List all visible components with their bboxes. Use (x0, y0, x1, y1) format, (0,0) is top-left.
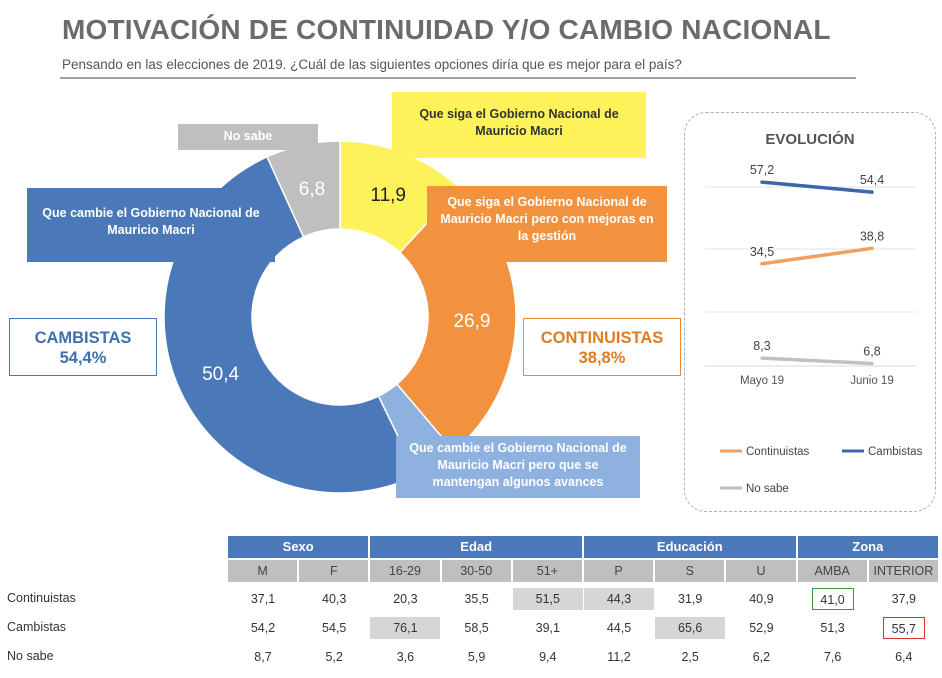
table-cell: 5,2 (325, 650, 343, 664)
table-cell: 37,9 (891, 592, 916, 606)
donut-value-label: 50,4 (202, 364, 239, 385)
table-column-header: S (655, 560, 725, 582)
table-column-header: U (726, 560, 796, 582)
table-cell: 40,3 (322, 592, 347, 606)
table-row-label: Cambistas (7, 620, 67, 634)
continuistas-value: 38,8% (578, 349, 626, 367)
table-cell: 8,7 (254, 650, 272, 664)
callout-cambie-avances: Que cambie el Gobierno Nacional de Mauri… (396, 436, 640, 498)
table-cell: 55,7 (882, 617, 925, 639)
callout-siga-mejoras: Que siga el Gobierno Nacional de Maurici… (427, 186, 667, 262)
table-group-header: Sexo (228, 536, 369, 558)
table-cell: 5,9 (467, 650, 486, 664)
table-cell: 76,1 (370, 617, 441, 639)
cambistas-label: CAMBISTAS (34, 329, 132, 347)
table-cell: 51,5 (512, 588, 583, 610)
table-cell: 54,5 (322, 621, 347, 635)
table-column-header: 51+ (512, 560, 582, 582)
table-column-header: F (299, 560, 369, 582)
table-column-header: P (584, 560, 654, 582)
donut-value-label: 11,9 (370, 185, 406, 206)
table-group-header: Educación (584, 536, 796, 558)
callout-siga: Que siga el Gobierno Nacional de Maurici… (392, 92, 646, 158)
table-cell: 39,1 (535, 621, 560, 635)
table-cell: 2,5 (681, 650, 699, 664)
donut-value-label: 26,9 (453, 311, 490, 332)
donut-value-label: 6,8 (299, 179, 325, 200)
table-cell: 37,1 (250, 592, 276, 606)
table-cell: 52,9 (749, 621, 774, 635)
table-cell: 3,6 (396, 650, 415, 664)
continuistas-total-box: CONTINUISTAS 38,8% (523, 318, 681, 376)
table-column-header: 30-50 (441, 560, 511, 582)
table-column-header: INTERIOR (868, 560, 938, 582)
table-cell: 7,6 (823, 650, 842, 664)
cambistas-total-box: CAMBISTAS 54,4% (9, 318, 157, 376)
table-cell: 11,2 (607, 650, 631, 664)
table-row-label: Continuistas (7, 591, 76, 605)
cambistas-value: 54,4% (59, 349, 107, 367)
table-column-header: AMBA (797, 560, 867, 582)
table-cell: 6,2 (752, 650, 771, 664)
table-group-header: Edad (370, 536, 582, 558)
table-cell: 41,0 (811, 588, 854, 610)
table-cell: 44,5 (606, 621, 632, 635)
table-cell: 65,6 (655, 617, 726, 639)
table-column-header: M (228, 560, 298, 582)
table-cell: 40,9 (749, 592, 774, 606)
page-subtitle: Pensando en las elecciones de 2019. ¿Cuá… (62, 57, 682, 72)
table-column-header: 16-29 (370, 560, 440, 582)
table-cell: 44,3 (584, 588, 654, 610)
table-cell: 51,3 (820, 621, 845, 635)
table-cell: 35,5 (464, 592, 489, 606)
table-cell: 9,4 (539, 650, 557, 664)
table-cell: 6,4 (895, 650, 913, 664)
continuistas-label: CONTINUISTAS (540, 329, 664, 347)
page-title: MOTIVACIÓN DE CONTINUIDAD Y/O CAMBIO NAC… (62, 14, 831, 45)
evolution-title: EVOLUCIÓN (765, 131, 855, 148)
title-divider (60, 77, 856, 79)
callout-no-sabe: No sabe (178, 124, 318, 150)
table-cell: 54,2 (250, 621, 276, 635)
callout-cambie: Que cambie el Gobierno Nacional de Mauri… (27, 188, 275, 262)
table-group-header: Zona (797, 536, 938, 558)
evolution-panel: EVOLUCIÓN (684, 112, 936, 512)
table-cell: 20,3 (393, 592, 418, 606)
table-cell: 31,9 (678, 592, 703, 606)
table-cell: 58,5 (464, 621, 489, 635)
table-row-label: No sabe (7, 649, 54, 663)
